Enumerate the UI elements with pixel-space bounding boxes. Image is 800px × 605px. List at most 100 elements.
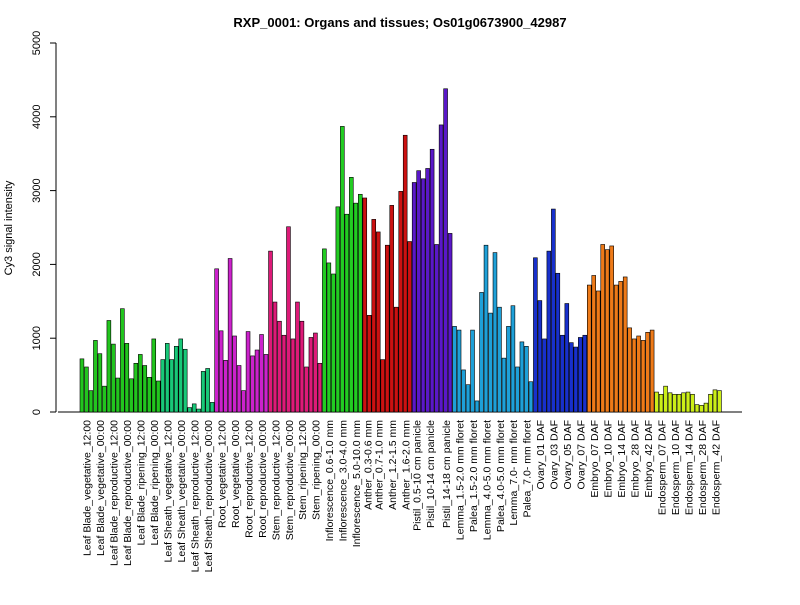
bar <box>694 404 700 413</box>
bar <box>389 205 394 413</box>
bar <box>537 300 543 413</box>
bar <box>120 308 125 413</box>
bar <box>416 170 421 413</box>
bar <box>676 393 682 413</box>
bar <box>376 231 381 413</box>
bar <box>106 320 112 413</box>
bar <box>456 329 462 413</box>
y-axis: 0 1000 2000 3000 4000 5000 <box>31 31 57 415</box>
y-tick-label: 5000 <box>31 31 43 55</box>
x-category-label: Leaf Blade_ripening_12:00 <box>136 420 148 546</box>
bar <box>604 249 610 413</box>
bar <box>501 357 507 413</box>
x-category-label: Leaf Blade_reproductive_12:00 <box>109 420 121 566</box>
bar <box>573 346 579 413</box>
bar <box>690 393 695 413</box>
bar <box>560 334 565 413</box>
bar <box>555 272 561 413</box>
x-category-label: Leaf Sheath_vegetative_00:00 <box>176 420 188 563</box>
x-category-label: Anther_1.2-1.5 mm <box>387 420 399 510</box>
bar <box>84 366 89 413</box>
x-category-label: Pistil_14-18 cm panicle <box>441 420 453 528</box>
x-category-label: Leaf Sheath_vegetative_12:00 <box>163 420 175 563</box>
x-category-label: Anther_0.7-1.0 mm <box>374 420 386 510</box>
bar <box>281 334 287 413</box>
bar <box>268 250 273 413</box>
y-tick-label: 0 <box>31 409 43 415</box>
x-category-label: Stem_reproductive_12:00 <box>270 420 282 540</box>
bar <box>245 331 251 413</box>
x-category-label: Ovary_07 DAF <box>576 420 588 489</box>
bar <box>497 306 502 413</box>
bar <box>712 389 718 413</box>
x-category-label: Ovary_03 DAF <box>549 420 561 489</box>
bar <box>488 312 493 413</box>
x-category-label: Leaf Sheath_reproductive_12:00 <box>189 420 201 573</box>
bar <box>425 168 430 413</box>
bar <box>218 330 224 413</box>
y-axis-label: Cy3 signal intensity <box>3 180 15 275</box>
bar <box>191 403 197 413</box>
x-category-label: Inflorescence_0.6-1.0 mm <box>324 420 336 542</box>
bar <box>290 338 296 413</box>
x-category-label: Stem_ripening_12:00 <box>297 420 309 520</box>
bar <box>133 362 139 413</box>
x-category-label: Palea_1.5-2.0 mm floret <box>468 420 480 532</box>
bar <box>636 335 641 413</box>
chart-title: RXP_0001: Organs and tissues; Os01g06739… <box>233 15 566 30</box>
bar <box>353 202 359 413</box>
bar <box>200 371 206 413</box>
bars-layer <box>79 88 722 413</box>
bar <box>182 348 188 413</box>
bar <box>250 355 255 413</box>
x-category-label: Embryo_10 DAF <box>603 420 615 498</box>
bar <box>223 360 228 413</box>
bar <box>313 332 318 413</box>
bar <box>326 262 332 413</box>
x-category-label: Palea_7.0- mm floret <box>522 420 534 518</box>
x-category-label: Leaf Blade_vegetative_00:00 <box>95 420 107 556</box>
bar <box>564 303 570 413</box>
bar <box>322 248 327 413</box>
bar <box>304 366 309 413</box>
x-category-label: Endosperm_10 DAF <box>670 420 682 515</box>
bar <box>340 126 345 413</box>
bar <box>658 393 664 413</box>
x-category-label: Ovary_05 DAF <box>562 420 574 489</box>
bar <box>533 257 538 413</box>
bar <box>609 245 614 413</box>
x-category-label: Pistil_10-14 cm panicle <box>425 420 437 528</box>
bar <box>470 329 475 413</box>
bar <box>272 301 278 413</box>
bar <box>434 244 439 413</box>
bar <box>299 320 305 413</box>
bar <box>398 191 403 413</box>
bar <box>295 301 300 413</box>
x-category-label: Leaf Blade_ripening_00:00 <box>149 420 161 546</box>
bar <box>349 177 354 413</box>
bar <box>551 208 556 413</box>
bar <box>667 392 673 413</box>
bar <box>649 329 655 413</box>
bar <box>173 346 179 413</box>
bar <box>232 335 237 413</box>
bar <box>587 284 592 413</box>
bar <box>708 393 713 413</box>
bar <box>515 366 520 413</box>
bar <box>254 349 260 413</box>
bar <box>178 338 183 413</box>
bar <box>479 292 484 413</box>
bar <box>138 354 143 413</box>
bar <box>102 385 107 413</box>
x-category-label: Embryo_28 DAF <box>629 420 641 498</box>
x-category-label: Ovary_01 DAF <box>535 420 547 489</box>
y-tick-label: 2000 <box>31 252 43 276</box>
x-category-label: Embryo_42 DAF <box>643 420 655 498</box>
bar <box>461 369 466 413</box>
bar <box>160 359 165 413</box>
x-category-label: Anther_1.6-2.0 mm <box>400 420 412 510</box>
bar <box>654 391 659 413</box>
y-tick-label: 3000 <box>31 178 43 202</box>
bar <box>595 290 601 413</box>
